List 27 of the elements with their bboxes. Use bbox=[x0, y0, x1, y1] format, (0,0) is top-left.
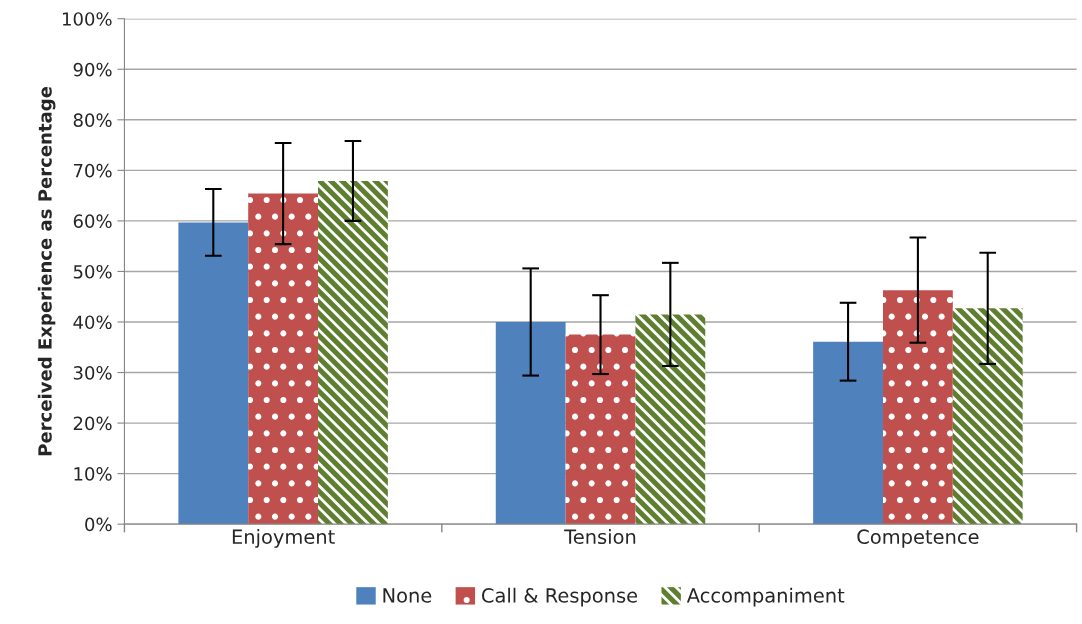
bar bbox=[495, 321, 566, 525]
bar bbox=[178, 222, 249, 525]
bar bbox=[635, 314, 706, 525]
y-tick-label: 20% bbox=[73, 416, 112, 431]
legend-label: Call & Response bbox=[481, 587, 638, 607]
y-tick-label: 0% bbox=[85, 517, 112, 532]
y-tick-label: 60% bbox=[73, 214, 112, 229]
y-tick-label: 100% bbox=[62, 12, 112, 26]
x-tick-label: Tension bbox=[564, 529, 636, 545]
y-tick-label: 10% bbox=[74, 467, 112, 481]
bar bbox=[565, 334, 636, 525]
x-tick-label: Competence bbox=[857, 529, 979, 548]
legend-label: Accompaniment bbox=[686, 587, 845, 607]
legend-label: None bbox=[383, 588, 432, 603]
y-tick-label: 30% bbox=[73, 365, 112, 380]
bar bbox=[882, 290, 953, 525]
x-tick-label: Enjoyment bbox=[232, 529, 335, 548]
y-axis-title: Perceived Experience as Percentage bbox=[37, 86, 56, 456]
bar bbox=[952, 308, 1023, 525]
y-tick-label: 90% bbox=[73, 62, 112, 77]
y-tick-label: 50% bbox=[73, 264, 112, 279]
y-tick-label: 80% bbox=[73, 113, 112, 127]
y-tick-label: 70% bbox=[73, 163, 112, 178]
bar bbox=[248, 193, 319, 525]
y-tick-label: 40% bbox=[73, 315, 112, 330]
bar bbox=[318, 180, 388, 525]
bar bbox=[813, 341, 883, 525]
